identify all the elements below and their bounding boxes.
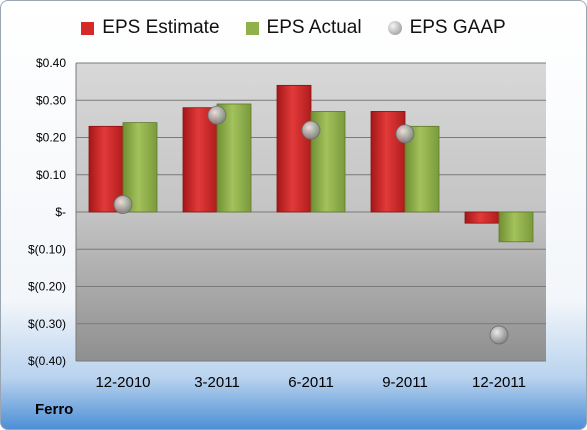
legend-item-eps-gaap: EPS GAAP: [387, 17, 506, 39]
bar-eps-actual: [498, 211, 534, 243]
bar-eps-estimate: [182, 107, 218, 213]
dot-eps-gaap: [207, 105, 227, 125]
x-tick-label: 6-2011: [288, 374, 334, 391]
y-tick-label: $0.10: [36, 168, 66, 182]
dot-eps-gaap: [301, 120, 321, 140]
legend: EPS Estimate EPS Actual EPS GAAP: [1, 17, 586, 39]
y-tick-label: $-: [55, 205, 66, 219]
legend-label-eps-estimate: EPS Estimate: [102, 17, 220, 38]
dot-eps-gaap: [489, 325, 509, 345]
y-tick-label: $0.20: [36, 131, 66, 145]
x-tick-label: 3-2011: [194, 374, 240, 391]
legend-label-eps-actual: EPS Actual: [266, 17, 362, 38]
dot-eps-gaap: [395, 124, 415, 144]
y-tick-label: $0.40: [36, 56, 66, 70]
legend-swatch-eps-estimate: [81, 21, 95, 35]
x-tick-label: 9-2011: [382, 374, 428, 391]
legend-label-eps-gaap: EPS GAAP: [409, 17, 506, 38]
x-tick-label: 12-2010: [95, 374, 150, 391]
bar-eps-estimate: [88, 125, 124, 213]
dot-eps-gaap: [113, 195, 133, 214]
bar-eps-estimate: [464, 211, 500, 224]
company-name: Ferro: [35, 401, 74, 418]
y-tick-label: $0.30: [36, 93, 66, 107]
y-tick-label: $(0.20): [28, 280, 66, 294]
legend-item-eps-actual: EPS Actual: [245, 17, 362, 39]
legend-swatch-eps-gaap: [387, 21, 402, 35]
y-tick-label: $(0.40): [28, 354, 66, 368]
y-tick-label: $(0.30): [28, 317, 66, 331]
bar-eps-estimate: [276, 84, 312, 213]
x-tick-label: 12-2011: [472, 374, 526, 391]
legend-item-eps-estimate: EPS Estimate: [81, 17, 220, 39]
y-tick-label: $(0.10): [28, 242, 66, 256]
legend-swatch-eps-actual: [245, 21, 259, 35]
